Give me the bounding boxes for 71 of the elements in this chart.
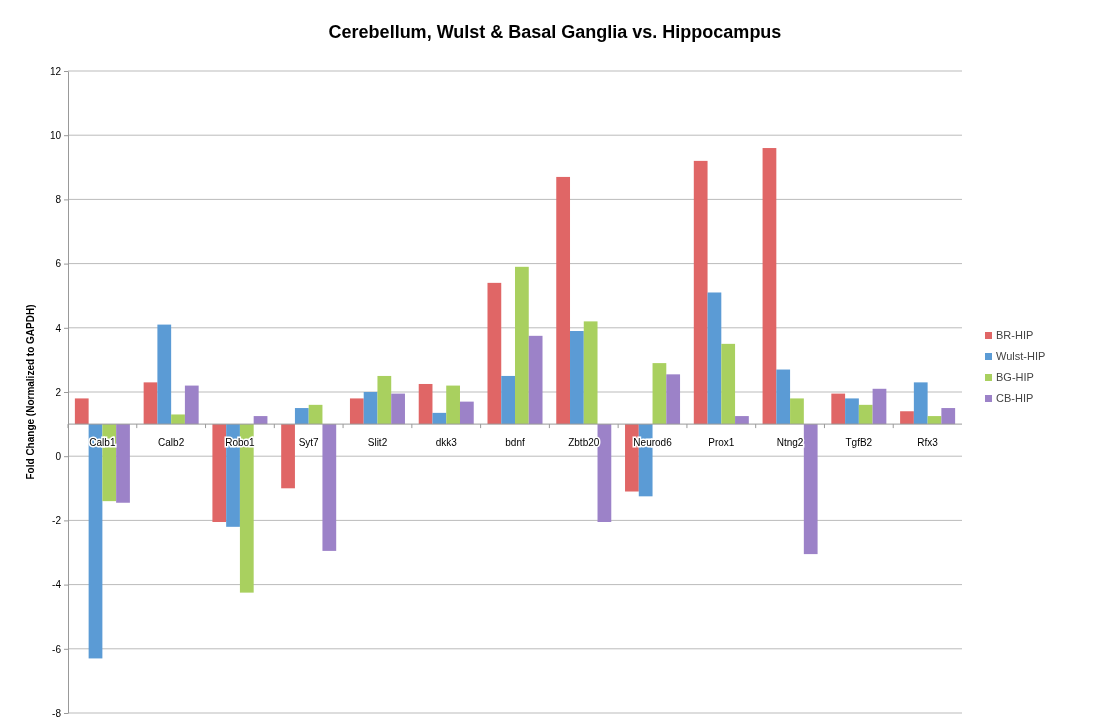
bar	[652, 363, 667, 425]
bar	[900, 411, 914, 425]
bar	[515, 266, 529, 425]
bar	[446, 385, 460, 425]
bar	[803, 424, 818, 555]
bar	[597, 424, 612, 523]
x-tick-label: Syt7	[298, 437, 320, 449]
x-tick-label: Slit2	[367, 437, 388, 449]
bar	[322, 424, 337, 551]
bar	[762, 148, 777, 425]
bar	[556, 176, 571, 425]
y-tick-label: 6	[55, 258, 62, 270]
chart-title: Cerebellum, Wulst & Basal Ganglia vs. Hippocampus	[328, 22, 782, 42]
bar	[790, 398, 804, 425]
bar	[776, 369, 791, 425]
x-tick-label: Zbtb20	[568, 437, 600, 449]
bar	[941, 408, 956, 425]
x-tick-label: Prox1	[708, 437, 735, 449]
y-tick-label: 0	[55, 450, 62, 462]
x-tick-label: TgfB2	[845, 437, 873, 449]
y-tick-label: 8	[55, 194, 62, 206]
bar	[913, 382, 928, 425]
bar	[845, 398, 859, 425]
bar	[831, 393, 846, 425]
bar	[294, 408, 309, 425]
legend-label: Wulst-HIP	[996, 350, 1046, 362]
x-tick-label: Calb2	[158, 437, 185, 449]
legend-label: CB-HIP	[996, 392, 1034, 404]
x-tick-label: dkk3	[435, 437, 458, 449]
bar	[501, 375, 515, 425]
bar	[418, 383, 433, 425]
legend-label: BG-HIP	[996, 371, 1034, 383]
y-axis-title: Fold Change (Normalized to GAPDH)	[25, 304, 36, 480]
y-tick-label: -6	[52, 643, 62, 655]
y-tick-label: 4	[55, 322, 62, 334]
bar	[157, 324, 172, 425]
bar	[487, 282, 502, 425]
bar	[212, 424, 227, 523]
legend-label: BR-HIP	[996, 329, 1034, 341]
y-tick-label: -4	[52, 579, 62, 591]
bar	[570, 331, 584, 425]
y-tick-label: 12	[49, 65, 62, 77]
y-tick-label: 2	[55, 386, 62, 398]
bar	[858, 404, 873, 425]
bar	[74, 398, 89, 425]
y-tick-label: 10	[49, 129, 62, 141]
bar	[281, 424, 295, 489]
bar	[583, 321, 598, 425]
bar	[666, 374, 681, 425]
bar	[459, 401, 474, 425]
bar	[872, 388, 887, 425]
y-tick-label: -2	[52, 515, 62, 527]
bar	[349, 398, 364, 425]
x-tick-label: Robo1	[225, 437, 256, 449]
x-tick-label: Rfx3	[917, 437, 939, 449]
bar	[171, 414, 185, 425]
x-tick-label: bdnf	[505, 437, 525, 449]
bar	[721, 343, 736, 425]
bar	[116, 424, 130, 503]
bar	[391, 393, 405, 425]
bar	[707, 292, 722, 425]
bar	[528, 335, 543, 425]
x-tick-label: Calb1	[89, 437, 116, 449]
y-tick-label: -8	[52, 707, 62, 719]
bar	[432, 412, 447, 425]
bar	[143, 382, 158, 425]
x-tick-label: Ntng2	[776, 437, 804, 449]
bar	[693, 160, 708, 425]
bar	[363, 392, 378, 425]
bar	[184, 385, 199, 425]
bar	[377, 375, 392, 425]
